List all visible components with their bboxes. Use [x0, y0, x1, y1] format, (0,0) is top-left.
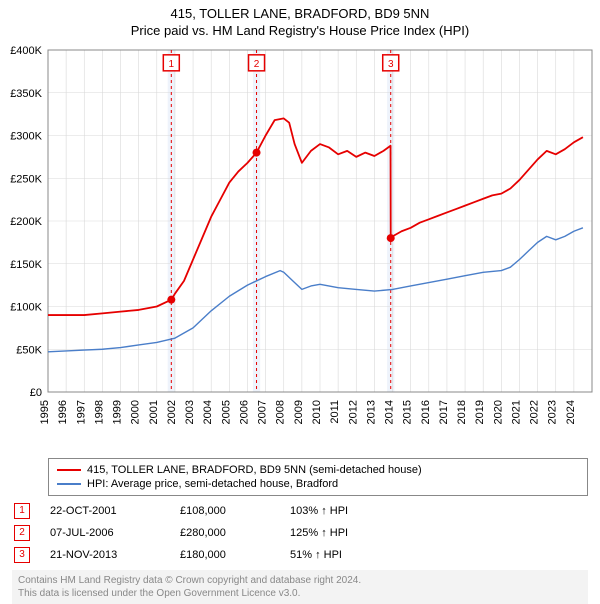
footer-line-2: This data is licensed under the Open Gov…: [18, 587, 582, 600]
event-date: 21-NOV-2013: [50, 549, 160, 561]
svg-text:£400K: £400K: [10, 45, 42, 57]
chart-svg: 1 2 3 £0 £50K £100K £150K £200K £250K £300K £350K £…: [0, 44, 600, 452]
svg-text:£200K: £200K: [10, 216, 42, 228]
svg-text:2: 2: [254, 59, 260, 70]
event-price: £108,000: [180, 505, 270, 517]
svg-text:2014: 2014: [384, 400, 396, 424]
svg-text:2023: 2023: [547, 400, 559, 424]
svg-text:2002: 2002: [166, 400, 178, 424]
legend-swatch-1: [57, 469, 81, 471]
event-row: 3 21-NOV-2013 £180,000 51% ↑ HPI: [12, 544, 588, 566]
svg-text:2008: 2008: [275, 400, 287, 424]
svg-text:2015: 2015: [402, 400, 414, 424]
svg-text:2005: 2005: [220, 400, 232, 424]
event-row: 1 22-OCT-2001 £108,000 103% ↑ HPI: [12, 500, 588, 522]
title-block: 415, TOLLER LANE, BRADFORD, BD9 5NN Pric…: [0, 0, 600, 44]
root: 415, TOLLER LANE, BRADFORD, BD9 5NN Pric…: [0, 0, 600, 590]
svg-text:1999: 1999: [112, 400, 124, 424]
event-table: 1 22-OCT-2001 £108,000 103% ↑ HPI 2 07-J…: [12, 500, 588, 566]
svg-text:2019: 2019: [474, 400, 486, 424]
event-pct: 125% ↑ HPI: [290, 527, 410, 539]
legend-swatch-2: [57, 483, 81, 485]
svg-text:2011: 2011: [329, 400, 341, 424]
svg-text:£0: £0: [30, 387, 42, 399]
event-marker-2: 2: [14, 525, 30, 541]
svg-text:£250K: £250K: [10, 173, 42, 185]
svg-text:3: 3: [388, 59, 394, 70]
svg-text:2024: 2024: [565, 400, 577, 424]
event-num: 3: [19, 549, 25, 560]
legend-label-2: HPI: Average price, semi-detached house,…: [87, 478, 338, 490]
svg-text:2017: 2017: [438, 400, 450, 424]
svg-text:2018: 2018: [456, 400, 468, 424]
footer: Contains HM Land Registry data © Crown c…: [12, 570, 588, 604]
title-line-2: Price paid vs. HM Land Registry's House …: [0, 23, 600, 40]
svg-text:£350K: £350K: [10, 88, 42, 100]
svg-text:2022: 2022: [529, 400, 541, 424]
svg-text:2003: 2003: [184, 400, 196, 424]
svg-text:2009: 2009: [293, 400, 305, 424]
svg-text:2007: 2007: [257, 400, 269, 424]
event-date: 07-JUL-2006: [50, 527, 160, 539]
event-marker-1: 1: [14, 503, 30, 519]
svg-text:1996: 1996: [57, 400, 69, 424]
legend-label-1: 415, TOLLER LANE, BRADFORD, BD9 5NN (sem…: [87, 464, 422, 476]
svg-text:2013: 2013: [365, 400, 377, 424]
event-row: 2 07-JUL-2006 £280,000 125% ↑ HPI: [12, 522, 588, 544]
event-pct: 103% ↑ HPI: [290, 505, 410, 517]
legend-row: 415, TOLLER LANE, BRADFORD, BD9 5NN (sem…: [57, 463, 579, 477]
event-num: 2: [19, 527, 25, 538]
svg-text:2021: 2021: [510, 400, 522, 424]
svg-text:2004: 2004: [202, 400, 214, 424]
svg-text:£50K: £50K: [16, 344, 42, 356]
title-line-1: 415, TOLLER LANE, BRADFORD, BD9 5NN: [0, 6, 600, 23]
svg-text:2012: 2012: [347, 400, 359, 424]
event-date: 22-OCT-2001: [50, 505, 160, 517]
chart: 1 2 3 £0 £50K £100K £150K £200K £250K £300K £350K £…: [0, 44, 600, 452]
svg-text:2000: 2000: [130, 400, 142, 424]
svg-text:1997: 1997: [75, 400, 87, 424]
svg-text:£150K: £150K: [10, 259, 42, 271]
event-price: £280,000: [180, 527, 270, 539]
svg-text:2020: 2020: [492, 400, 504, 424]
svg-text:2016: 2016: [420, 400, 432, 424]
legend-row: HPI: Average price, semi-detached house,…: [57, 477, 579, 491]
event-pct: 51% ↑ HPI: [290, 549, 410, 561]
svg-text:£100K: £100K: [10, 301, 42, 313]
event-price: £180,000: [180, 549, 270, 561]
svg-text:2006: 2006: [238, 400, 250, 424]
svg-text:£300K: £300K: [10, 130, 42, 142]
svg-text:1995: 1995: [39, 400, 51, 424]
footer-line-1: Contains HM Land Registry data © Crown c…: [18, 574, 582, 587]
svg-text:1: 1: [169, 59, 175, 70]
event-marker-3: 3: [14, 547, 30, 563]
event-num: 1: [19, 505, 25, 516]
svg-text:1998: 1998: [93, 400, 105, 424]
svg-text:2001: 2001: [148, 400, 160, 424]
svg-text:2010: 2010: [311, 400, 323, 424]
legend: 415, TOLLER LANE, BRADFORD, BD9 5NN (sem…: [48, 458, 588, 496]
